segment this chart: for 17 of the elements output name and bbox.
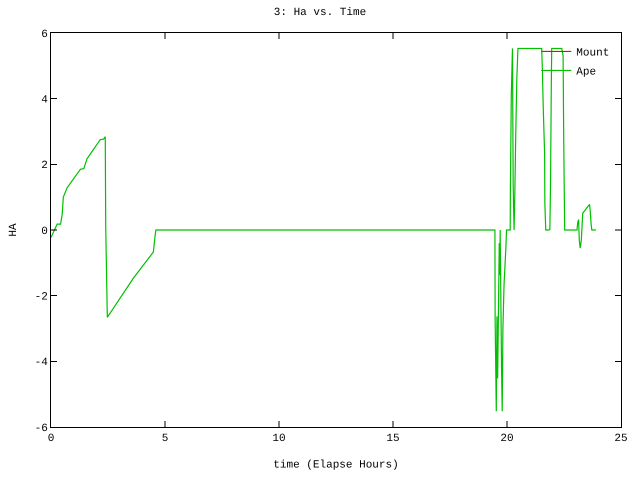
y-tick-label: -4: [34, 357, 48, 370]
legend-label: Ape: [576, 66, 596, 79]
y-tick-label: -2: [34, 292, 48, 304]
x-tick-label: 10: [272, 433, 286, 446]
x-tick-label: 25: [614, 433, 628, 446]
y-tick-label: 0: [41, 226, 48, 238]
chart-title: 3: Ha vs. Time: [274, 6, 366, 19]
x-tick-label: 5: [162, 433, 168, 446]
legend-label: Mount: [576, 48, 610, 60]
x-axis-title: time (Elapse Hours): [273, 459, 399, 472]
y-tick-label: -6: [34, 422, 48, 435]
x-tick-label: 15: [386, 433, 400, 446]
y-tick-label: 2: [41, 160, 48, 172]
y-tick-label: 6: [41, 28, 48, 41]
x-tick-label: 20: [500, 433, 514, 446]
y-axis-title: HA: [8, 223, 20, 237]
y-tick-label: 4: [41, 94, 48, 107]
